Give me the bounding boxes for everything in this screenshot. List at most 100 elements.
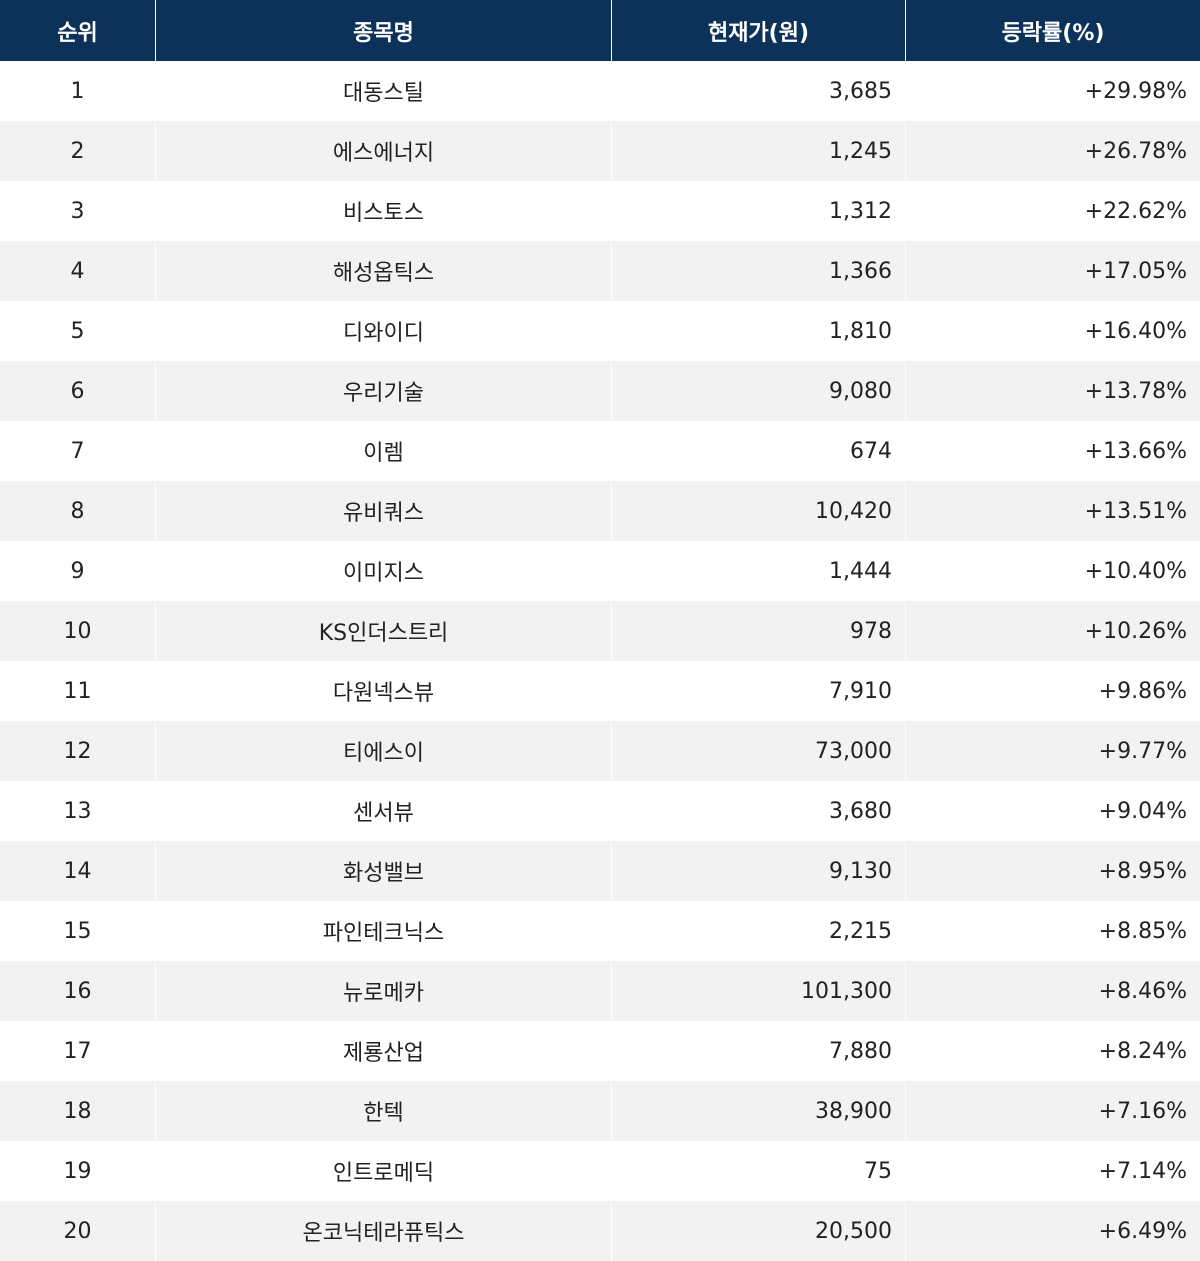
table-cell: 1,245 [612, 121, 906, 181]
table-cell: 2,215 [612, 901, 906, 961]
table-cell: 화성밸브 [156, 841, 612, 901]
table-cell: 우리기술 [156, 361, 612, 421]
table-row: 2 에스에너지 1,245 +26.78% [0, 121, 1200, 181]
table-cell: 16 [0, 961, 156, 1021]
table-row: 13 센서뷰 3,680 +9.04% [0, 781, 1200, 841]
table-row: 11 다원넥스뷰 7,910 +9.86% [0, 661, 1200, 721]
table-cell: +10.26% [1084, 618, 1187, 644]
table-cell: 12 [0, 721, 156, 781]
header-cell: 현재가(원) [612, 0, 906, 61]
table-cell: 15 [0, 901, 156, 961]
table-cell: 17 [0, 1021, 156, 1081]
table-cell: 674 [612, 421, 906, 481]
table-cell: 9,080 [612, 361, 906, 421]
table-cell: 6 [0, 361, 156, 421]
table-cell: +8.24% [1098, 1038, 1187, 1064]
table-cell: 3 [0, 181, 156, 241]
table-cell: +7.14% [1098, 1158, 1187, 1184]
table-cell: 인트로메딕 [156, 1141, 612, 1201]
table-row: 6 우리기술 9,080 +13.78% [0, 361, 1200, 421]
table-cell: +22.62% [1084, 198, 1187, 224]
table-cell: 38,900 [612, 1081, 906, 1141]
table-cell: +13.51% [1084, 498, 1187, 524]
table-cell: 75 [612, 1141, 906, 1201]
table-cell: 11 [0, 661, 156, 721]
table-cell: 9 [0, 541, 156, 601]
table-row: 9 이미지스 1,444 +10.40% [0, 541, 1200, 601]
table-cell: 10,420 [612, 481, 906, 541]
table-cell: 14 [0, 841, 156, 901]
table-cell: 온코닉테라퓨틱스 [156, 1201, 612, 1261]
header-cell: 등락률(%) [1001, 20, 1105, 46]
table-row: 20 온코닉테라퓨틱스 20,500 +6.49% [0, 1201, 1200, 1261]
table-cell: 이미지스 [156, 541, 612, 601]
table-cell: 이렘 [156, 421, 612, 481]
table-row: 7 이렘 674 +13.66% [0, 421, 1200, 481]
table-cell: +26.78% [1084, 138, 1187, 164]
table-cell: 한텍 [156, 1081, 612, 1141]
table-cell: 101,300 [612, 961, 906, 1021]
table-cell: +9.86% [1098, 678, 1187, 704]
table-cell: +13.78% [1084, 378, 1187, 404]
header-row: 순위 종목명 현재가(원) 등락률(%) [0, 0, 1200, 61]
table-row: 8 유비쿼스 10,420 +13.51% [0, 481, 1200, 541]
table-cell: 19 [0, 1141, 156, 1201]
table-cell: 3,680 [612, 781, 906, 841]
table-cell: 유비쿼스 [156, 481, 612, 541]
table-cell: +9.04% [1098, 798, 1187, 824]
table-cell: +7.16% [1098, 1098, 1187, 1124]
table-cell: 13 [0, 781, 156, 841]
table-row: 16 뉴로메카 101,300 +8.46% [0, 961, 1200, 1021]
table-cell: 18 [0, 1081, 156, 1141]
table-cell: 뉴로메카 [156, 961, 612, 1021]
table-row: 15 파인테크닉스 2,215 +8.85% [0, 901, 1200, 961]
table-cell: 5 [0, 301, 156, 361]
header-cell: 종목명 [156, 0, 612, 61]
table-cell: +13.66% [1084, 438, 1187, 464]
table-cell: 4 [0, 241, 156, 301]
table-cell: 1 [0, 61, 156, 121]
table-cell: 978 [612, 601, 906, 661]
table-row: 10 KS인더스트리 978 +10.26% [0, 601, 1200, 661]
table-cell: 대동스틸 [156, 61, 612, 121]
table-cell: +6.49% [1098, 1218, 1187, 1244]
table-row: 17 제룡산업 7,880 +8.24% [0, 1021, 1200, 1081]
table-cell: 파인테크닉스 [156, 901, 612, 961]
table-cell: +8.46% [1098, 978, 1187, 1004]
table-row: 14 화성밸브 9,130 +8.95% [0, 841, 1200, 901]
table-cell: 티에스이 [156, 721, 612, 781]
table-row: 4 해성옵틱스 1,366 +17.05% [0, 241, 1200, 301]
table-row: 1 대동스틸 3,685 +29.98% [0, 61, 1200, 121]
table-cell: 에스에너지 [156, 121, 612, 181]
table-cell: 9,130 [612, 841, 906, 901]
table-cell: +8.85% [1098, 918, 1187, 944]
table-cell: 제룡산업 [156, 1021, 612, 1081]
table-cell: 3,685 [612, 61, 906, 121]
table-cell: 다원넥스뷰 [156, 661, 612, 721]
table-row: 5 디와이디 1,810 +16.40% [0, 301, 1200, 361]
table-cell: +16.40% [1084, 318, 1187, 344]
table-cell: 센서뷰 [156, 781, 612, 841]
table-cell: +9.77% [1098, 738, 1187, 764]
table-cell: 10 [0, 601, 156, 661]
table-cell: 1,366 [612, 241, 906, 301]
table-cell: +10.40% [1084, 558, 1187, 584]
header-cell: 순위 [0, 0, 156, 61]
table-cell: 7,910 [612, 661, 906, 721]
table-cell: 비스토스 [156, 181, 612, 241]
table-cell: +29.98% [1084, 78, 1187, 104]
table-cell: 20 [0, 1201, 156, 1261]
table-cell: +17.05% [1084, 258, 1187, 284]
table-cell: 73,000 [612, 721, 906, 781]
table-cell: 해성옵틱스 [156, 241, 612, 301]
table-row: 18 한텍 38,900 +7.16% [0, 1081, 1200, 1141]
table-cell: 7,880 [612, 1021, 906, 1081]
table-row: 19 인트로메딕 75 +7.14% [0, 1141, 1200, 1201]
table-cell: 7 [0, 421, 156, 481]
table-cell: 2 [0, 121, 156, 181]
table-cell: 8 [0, 481, 156, 541]
table-cell: 1,810 [612, 301, 906, 361]
table-cell: 디와이디 [156, 301, 612, 361]
